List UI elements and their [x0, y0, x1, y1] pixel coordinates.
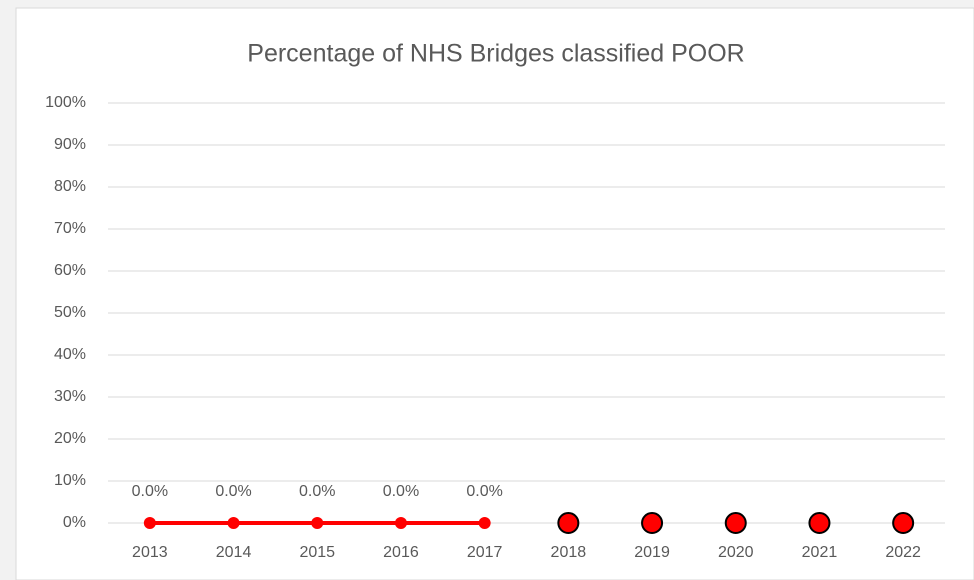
- y-tick-label: 90%: [54, 136, 86, 153]
- x-tick-label: 2016: [383, 544, 419, 561]
- x-tick-label: 2017: [467, 544, 503, 561]
- x-tick-label: 2013: [132, 544, 168, 561]
- x-tick-label: 2022: [885, 544, 921, 561]
- x-tick-label: 2019: [634, 544, 670, 561]
- point: [311, 517, 324, 529]
- x-tick-label: 2018: [551, 544, 587, 561]
- point: [641, 512, 664, 534]
- data-label: 0.0%: [466, 483, 502, 500]
- data-label: 0.0%: [215, 483, 251, 500]
- point: [724, 512, 747, 534]
- x-tick-label: 2020: [718, 544, 754, 561]
- point: [892, 512, 915, 534]
- y-tick-label: 50%: [54, 304, 86, 321]
- y-tick-label: 0%: [63, 514, 86, 531]
- x-tick-label: 2015: [299, 544, 335, 561]
- x-tick-label: 2014: [216, 544, 252, 561]
- data-label: 0.0%: [383, 483, 419, 500]
- data-label: 0.0%: [299, 483, 335, 500]
- data-label: 0.0%: [132, 483, 168, 500]
- point: [557, 512, 580, 534]
- y-tick-label: 60%: [54, 262, 86, 279]
- y-tick-label: 80%: [54, 178, 86, 195]
- point: [227, 517, 240, 529]
- point: [394, 517, 407, 529]
- point: [478, 517, 491, 529]
- x-tick-label: 2021: [802, 544, 838, 561]
- y-tick-label: 30%: [54, 388, 86, 405]
- point: [143, 517, 156, 529]
- y-tick-label: 70%: [54, 220, 86, 237]
- y-tick-label: 100%: [45, 94, 86, 111]
- y-tick-label: 10%: [54, 472, 86, 489]
- chart-title: Percentage of NHS Bridges classified POO…: [247, 40, 744, 68]
- y-tick-label: 40%: [54, 346, 86, 363]
- y-tick-label: 20%: [54, 430, 86, 447]
- point: [808, 512, 831, 534]
